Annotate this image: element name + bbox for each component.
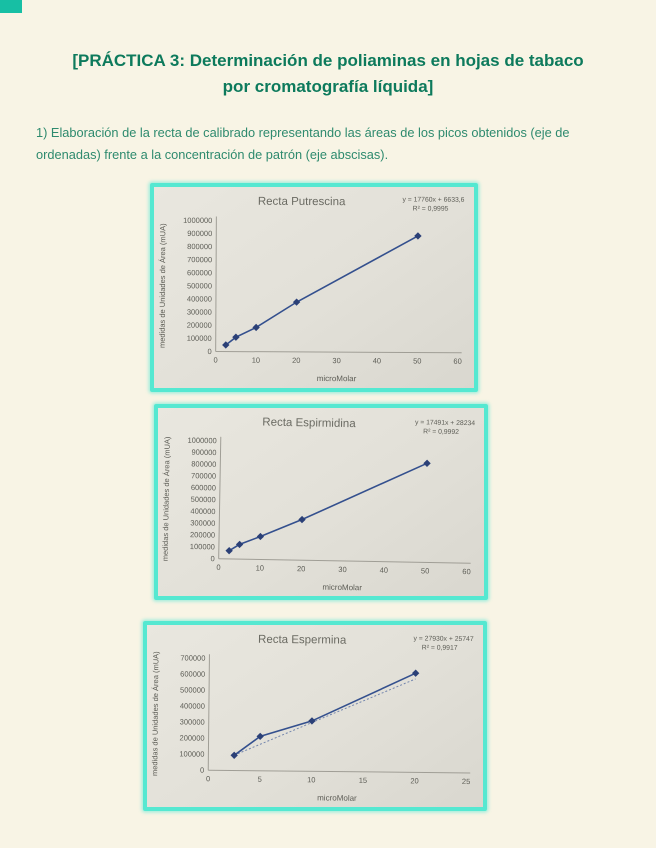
chart-card-espermina: Recta Espermina y = 27930x + 25747 R² = 0,…	[143, 621, 487, 811]
svg-text:25: 25	[462, 777, 470, 786]
svg-text:20: 20	[410, 776, 418, 785]
svg-text:20: 20	[292, 356, 300, 365]
svg-text:0: 0	[216, 563, 220, 572]
svg-text:0: 0	[214, 355, 218, 364]
svg-text:600000: 600000	[187, 268, 212, 277]
svg-text:300000: 300000	[180, 717, 205, 726]
chart-card-espirmidina: Recta Espirmidina y = 17491x + 28234 R² = …	[154, 404, 488, 600]
svg-text:0: 0	[206, 774, 210, 783]
svg-text:300000: 300000	[187, 308, 212, 317]
svg-text:Recta Putrescina: Recta Putrescina	[258, 196, 346, 208]
svg-text:microMolar: microMolar	[317, 374, 357, 383]
svg-text:700000: 700000	[191, 471, 216, 480]
svg-text:60: 60	[462, 567, 470, 576]
svg-text:1000000: 1000000	[183, 216, 212, 225]
svg-text:700000: 700000	[180, 653, 205, 662]
chart-card-putrescina: Recta Putrescina y = 17760x + 6633,6 R² = …	[150, 183, 478, 392]
svg-text:y = 17760x + 6633,6: y = 17760x + 6633,6	[402, 196, 464, 203]
svg-text:200000: 200000	[179, 733, 204, 742]
svg-text:y = 17491x + 28234: y = 17491x + 28234	[415, 419, 475, 427]
svg-text:0: 0	[200, 766, 204, 775]
svg-text:50: 50	[413, 357, 421, 366]
svg-text:10: 10	[307, 775, 315, 784]
svg-text:Recta Espirmidina: Recta Espirmidina	[262, 417, 356, 431]
svg-text:10: 10	[252, 356, 260, 365]
chart-svg-recta-putrescina: Recta Putrescina y = 17760x + 6633,6 R² = …	[158, 196, 465, 384]
svg-text:100000: 100000	[179, 749, 204, 758]
svg-text:1000000: 1000000	[187, 436, 216, 446]
svg-text:800000: 800000	[191, 459, 216, 468]
svg-text:10: 10	[256, 563, 264, 572]
svg-text:60: 60	[453, 357, 461, 366]
svg-text:100000: 100000	[190, 542, 215, 551]
svg-text:medidas de Unidades de Área (: medidas de Unidades de Área (mUA)	[158, 223, 168, 348]
page-title-line2: por cromatografía líquida]	[222, 77, 434, 97]
svg-text:0: 0	[207, 347, 211, 356]
svg-text:500000: 500000	[187, 281, 212, 290]
svg-text:900000: 900000	[191, 448, 216, 457]
page-title-line1: [PRÁCTICA 3: Determinación de poliaminas…	[72, 51, 584, 70]
svg-text:800000: 800000	[187, 242, 212, 251]
svg-text:0: 0	[210, 554, 214, 563]
svg-text:400000: 400000	[190, 507, 215, 516]
svg-text:30: 30	[332, 356, 340, 365]
svg-text:medidas de Unidades de Área (: medidas de Unidades de Área (mUA)	[161, 436, 172, 561]
svg-text:600000: 600000	[180, 669, 205, 678]
svg-text:600000: 600000	[191, 483, 216, 492]
svg-text:40: 40	[373, 356, 381, 365]
page-title: [PRÁCTICA 3: Determinación de poliaminas…	[28, 48, 628, 101]
svg-text:500000: 500000	[191, 495, 216, 504]
svg-text:medidas de Unidades de Área (: medidas de Unidades de Área (mUA)	[150, 651, 160, 776]
corner-teal-mark	[0, 0, 22, 13]
svg-text:R² = 0,9917: R² = 0,9917	[422, 644, 458, 651]
svg-text:20: 20	[297, 564, 305, 573]
svg-text:15: 15	[359, 776, 367, 785]
svg-text:R² = 0,9995: R² = 0,9995	[413, 206, 449, 213]
svg-text:microMolar: microMolar	[317, 793, 357, 802]
svg-text:5: 5	[258, 775, 262, 784]
svg-text:900000: 900000	[187, 229, 212, 238]
svg-text:50: 50	[421, 566, 429, 575]
svg-text:y = 27930x + 25747: y = 27930x + 25747	[413, 635, 473, 643]
svg-text:400000: 400000	[180, 701, 205, 710]
svg-text:40: 40	[380, 566, 388, 575]
intro-paragraph: 1) Elaboración de la recta de calibrado …	[36, 125, 570, 163]
svg-text:700000: 700000	[187, 255, 212, 264]
svg-text:200000: 200000	[187, 321, 212, 330]
svg-text:200000: 200000	[190, 530, 215, 539]
svg-text:Recta Espermina: Recta Espermina	[258, 634, 347, 647]
svg-text:500000: 500000	[180, 685, 205, 694]
svg-text:100000: 100000	[187, 334, 212, 343]
svg-text:400000: 400000	[187, 294, 212, 303]
svg-text:30: 30	[338, 565, 346, 574]
svg-text:R² = 0,9992: R² = 0,9992	[423, 428, 459, 436]
svg-text:microMolar: microMolar	[322, 583, 362, 593]
svg-text:300000: 300000	[190, 518, 215, 527]
